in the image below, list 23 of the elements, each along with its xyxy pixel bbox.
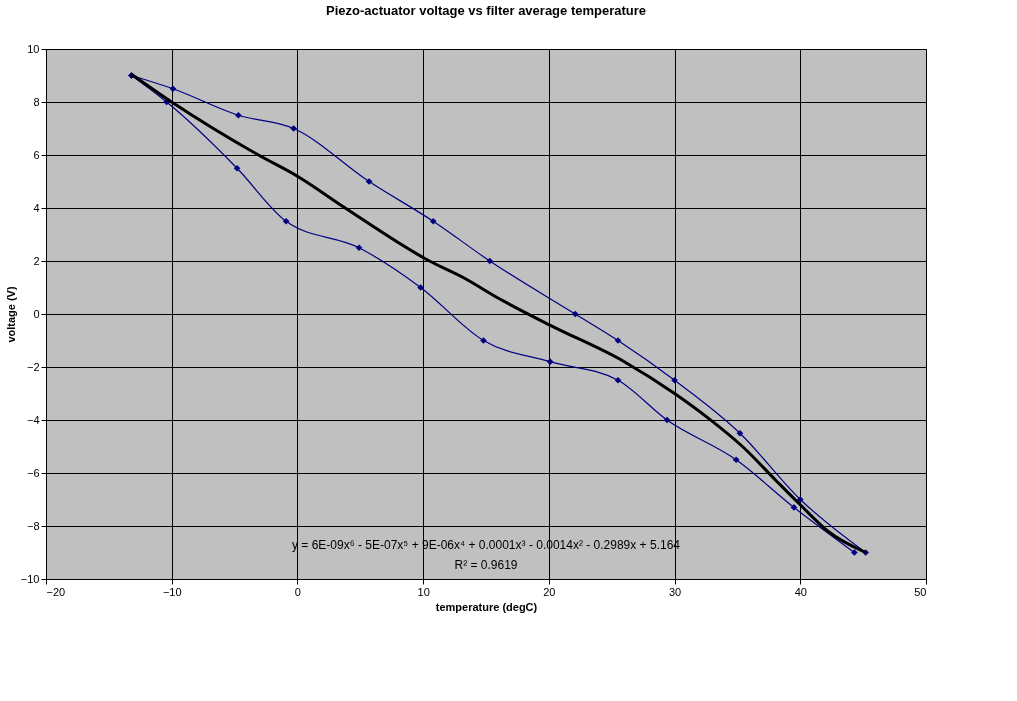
x-tick-label: 20: [543, 585, 556, 598]
x-tick-label: 0: [294, 585, 301, 598]
y-axis-title: voltage (V): [4, 286, 17, 343]
x-axis-title: temperature (degC): [435, 600, 538, 613]
x-tick-label: 40: [794, 585, 807, 598]
x-tick-label: −20: [46, 585, 66, 598]
y-tick-label: 8: [33, 95, 40, 108]
y-tick-label: −8: [26, 519, 40, 532]
y-tick-label: −6: [26, 466, 40, 479]
y-tick-label: −10: [20, 572, 40, 585]
y-tick-label: −2: [26, 360, 40, 373]
annotation: R² = 0.9619: [454, 558, 518, 572]
y-tick-label: −4: [26, 413, 40, 426]
y-tick-label: 2: [33, 254, 40, 267]
y-tick-label: 4: [33, 201, 40, 214]
y-tick-label: 6: [33, 148, 40, 161]
x-tick-label: 30: [668, 585, 682, 598]
y-tick-label: 0: [33, 307, 40, 320]
x-tick-label: 10: [417, 585, 430, 598]
x-tick-label: 50: [914, 585, 927, 598]
y-tick-label: 10: [27, 42, 40, 55]
x-tick-label: −10: [162, 585, 182, 598]
chart-title: Piezo-actuator voltage vs filter average temperature: [325, 3, 647, 18]
